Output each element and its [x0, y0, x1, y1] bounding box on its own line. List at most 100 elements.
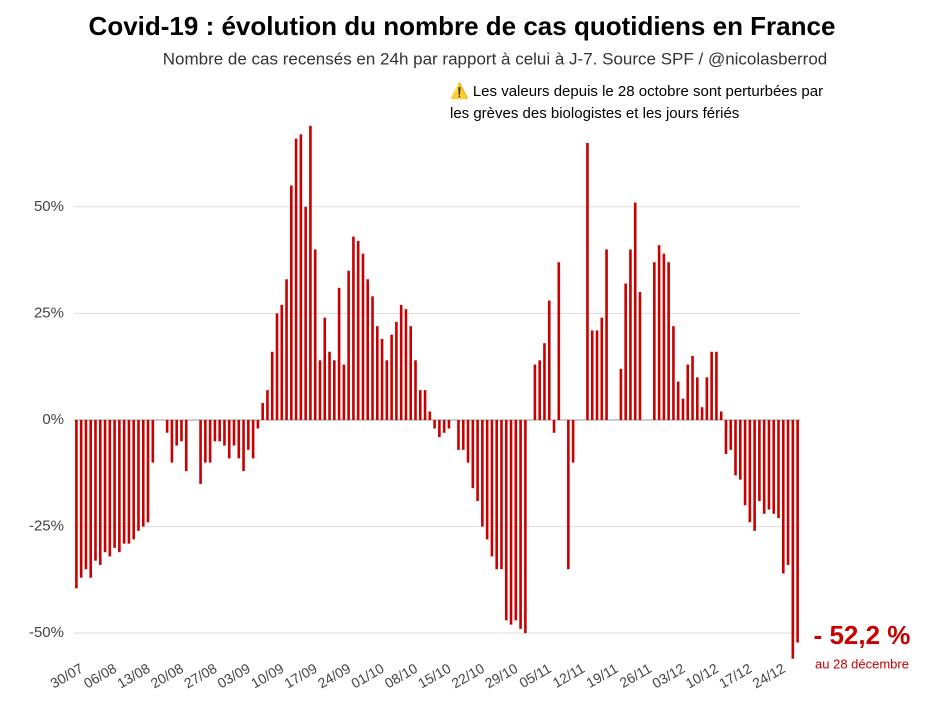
bar	[557, 262, 561, 420]
bar	[657, 245, 661, 420]
bar	[586, 142, 589, 420]
x-tick-label: 24/09	[315, 660, 354, 691]
bar	[399, 304, 403, 420]
bar	[476, 419, 479, 501]
x-tick-label: 03/09	[215, 660, 254, 691]
bar	[103, 419, 107, 553]
bar	[700, 407, 704, 420]
y-tick-label: 25%	[34, 304, 64, 321]
bar	[409, 326, 413, 420]
bar	[519, 419, 522, 629]
chart-title: Covid-19 : évolution du nombre de cas qu…	[89, 11, 836, 41]
bar	[481, 419, 484, 527]
bar	[342, 364, 346, 420]
bar	[304, 206, 307, 420]
bar	[122, 419, 126, 544]
bar	[299, 134, 303, 420]
bar	[696, 377, 699, 420]
bar	[261, 402, 264, 420]
bar	[748, 419, 752, 523]
bar	[738, 419, 742, 480]
bar	[390, 334, 393, 420]
bar	[79, 419, 83, 578]
bar	[552, 419, 556, 433]
bar	[356, 240, 360, 420]
x-tick-label: 29/10	[482, 660, 521, 691]
bar	[710, 351, 713, 420]
bar	[323, 317, 327, 420]
bar	[781, 419, 785, 574]
bar	[571, 419, 575, 463]
bar	[777, 419, 780, 519]
bar	[547, 300, 551, 420]
bar	[318, 360, 322, 420]
bar	[672, 326, 675, 420]
bar	[729, 419, 733, 450]
bar	[118, 419, 121, 553]
bar	[333, 360, 336, 420]
bar	[667, 262, 670, 420]
bar	[624, 283, 627, 420]
bar	[629, 249, 632, 420]
bar	[418, 390, 422, 420]
x-tick-label: 10/09	[248, 660, 287, 691]
bar	[165, 419, 169, 433]
bar	[490, 419, 494, 557]
bar	[375, 326, 379, 420]
bar	[743, 419, 747, 506]
bar	[734, 419, 737, 476]
annotation-value: - 52,2 %	[814, 620, 911, 650]
bar	[337, 287, 341, 420]
bar	[75, 419, 78, 589]
bar	[237, 419, 241, 459]
bar	[404, 309, 408, 420]
x-tick-label: 12/11	[550, 660, 588, 691]
y-tick-label: -50%	[29, 624, 64, 641]
bar	[686, 364, 690, 420]
bar	[137, 419, 140, 531]
bar	[180, 419, 183, 442]
bar	[681, 398, 685, 420]
bar	[313, 249, 317, 420]
bar	[232, 419, 236, 446]
bar	[366, 279, 370, 420]
bar	[753, 419, 756, 531]
bar	[619, 368, 623, 420]
bar	[266, 390, 269, 420]
bar	[242, 419, 245, 472]
bar	[653, 262, 656, 420]
note: les grèves des biologistes et les jours …	[450, 105, 739, 122]
bar	[500, 419, 503, 570]
x-tick-label: 27/08	[181, 660, 220, 691]
bar	[108, 419, 112, 557]
bar	[428, 411, 432, 420]
bar	[218, 419, 221, 442]
bar	[98, 419, 102, 565]
bar	[184, 419, 188, 472]
bar	[676, 381, 680, 420]
bar	[504, 419, 508, 621]
bar	[251, 419, 255, 459]
annotation-text: au 28 décembre	[815, 656, 909, 671]
x-tick-label: 01/10	[348, 660, 387, 691]
bar	[395, 321, 398, 420]
x-tick-label: 08/10	[382, 660, 421, 691]
bar	[772, 419, 776, 514]
bar	[213, 419, 217, 442]
bar	[471, 419, 475, 489]
bar	[633, 202, 637, 420]
bar	[715, 351, 718, 420]
x-tick-label: 22/10	[449, 660, 488, 691]
bar	[275, 313, 279, 420]
x-tick-label: 17/09	[281, 660, 320, 691]
bar	[514, 419, 518, 621]
bar	[223, 419, 226, 446]
bar	[796, 419, 799, 643]
x-tick-label: 15/10	[415, 660, 454, 691]
bar	[662, 253, 666, 420]
x-tick-label: 19/11	[583, 660, 621, 691]
bar	[199, 419, 202, 484]
bar	[247, 419, 250, 450]
bar	[127, 419, 131, 544]
bar	[352, 236, 355, 420]
